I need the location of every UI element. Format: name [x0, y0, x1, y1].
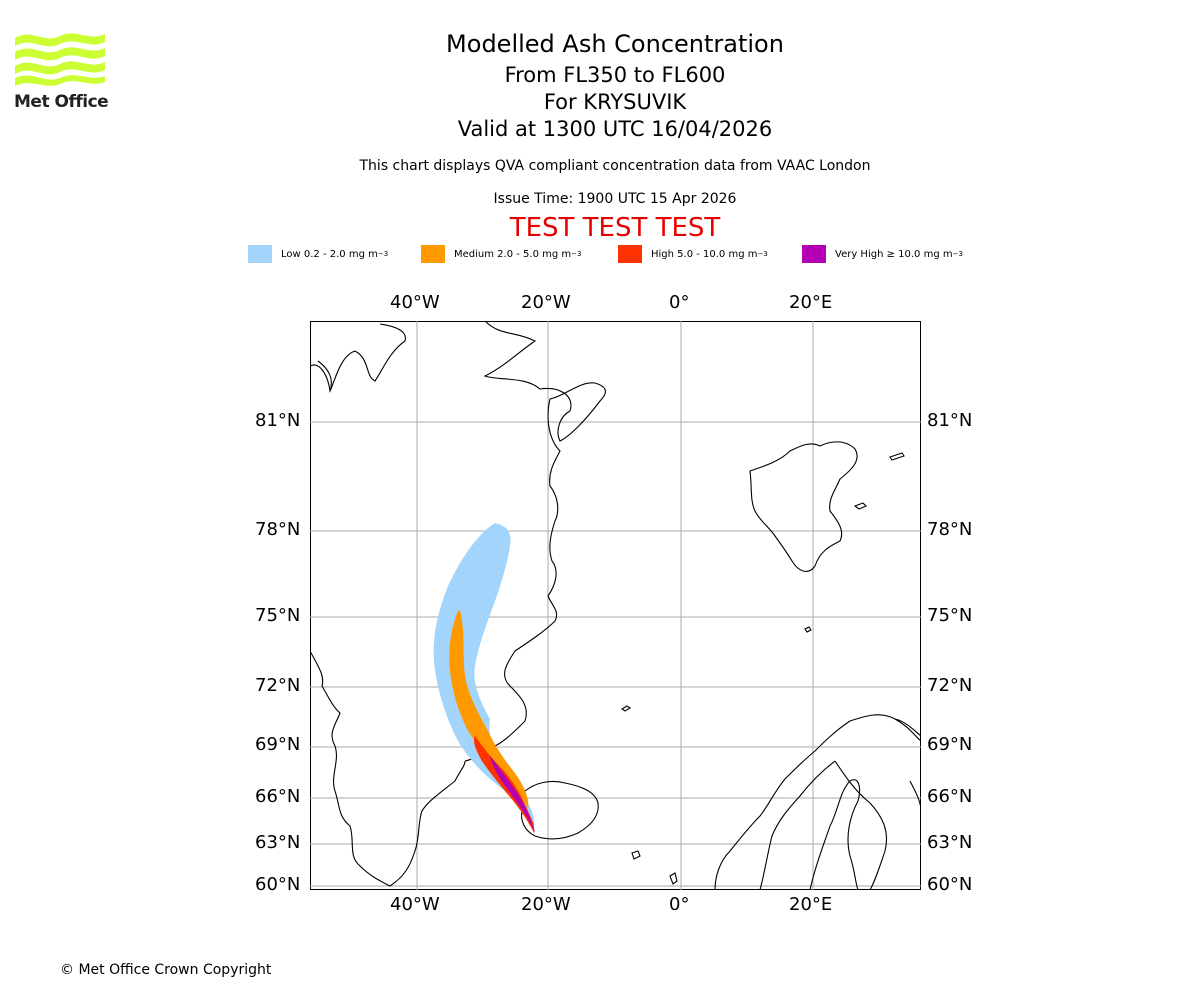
logo-waves-icon [15, 33, 105, 86]
lat-label-left-66: 66°N [255, 786, 301, 807]
legend-swatch-low [248, 245, 272, 263]
greenland-coast-west [310, 650, 466, 887]
lat-label-right-66: 66°N [927, 786, 973, 807]
arctic-islands [310, 360, 332, 392]
lat-label-left-78: 78°N [255, 519, 301, 540]
lon-label-bottom-3: 0° [669, 894, 690, 915]
legend-label-very-high: Very High ≥ 10.0 mg m [835, 248, 953, 260]
greenland-coast-north [310, 321, 606, 762]
lat-label-left-63: 63°N [255, 832, 301, 853]
faroe-islands [631, 850, 641, 860]
plume-low [433, 523, 535, 826]
title-line-1: Modelled Ash Concentration [446, 30, 784, 58]
lon-label-top-3: 0° [669, 292, 690, 313]
lat-label-left-81: 81°N [255, 410, 301, 431]
legend-item-medium: Medium 2.0 - 5.0 mg m −3 [421, 244, 581, 264]
lat-label-left-60: 60°N [255, 874, 301, 895]
lat-label-right-78: 78°N [927, 519, 973, 540]
title-line-2: From FL350 to FL600 [504, 63, 726, 87]
legend-item-very-high: Very High ≥ 10.0 mg m −3 [802, 244, 963, 264]
lat-label-right-72: 72°N [927, 675, 973, 696]
lat-label-left-72: 72°N [255, 675, 301, 696]
lat-label-left-75: 75°N [255, 605, 301, 626]
lon-label-bottom-4: 20°E [789, 894, 833, 915]
title-line-3: For KRYSUVIK [543, 90, 687, 114]
svalbard-east-island [889, 452, 905, 461]
issue-time: Issue Time: 1900 UTC 15 Apr 2026 [493, 191, 737, 207]
ash-map [310, 321, 921, 890]
legend-item-high: High 5.0 - 10.0 mg m −3 [618, 244, 768, 264]
lon-label-top-2: 20°W [521, 292, 571, 313]
lat-label-left-69: 69°N [255, 734, 301, 755]
lat-label-right-69: 69°N [927, 734, 973, 755]
legend-label-high: High 5.0 - 10.0 mg m [651, 248, 758, 260]
legend-item-low: Low 0.2 - 2.0 mg m −3 [248, 244, 388, 264]
jan-mayen [620, 705, 632, 712]
lat-label-right-60: 60°N [927, 874, 973, 895]
svalbard-coast [749, 441, 858, 572]
shetland [669, 872, 678, 885]
met-office-logo: Met Office [14, 30, 109, 114]
ash-plume [433, 523, 536, 833]
sweden-border [759, 760, 836, 890]
lat-label-right-81: 81°N [927, 410, 973, 431]
kvitoya [853, 502, 867, 510]
finland-border [834, 760, 888, 890]
gulf-of-bothnia [809, 779, 861, 890]
test-banner: TEST TEST TEST [509, 213, 721, 243]
title-line-4: Valid at 1300 UTC 16/04/2026 [457, 117, 773, 141]
bear-island [804, 626, 812, 633]
copyright-notice: © Met Office Crown Copyright [60, 962, 272, 978]
legend-label-low: Low 0.2 - 2.0 mg m [281, 248, 378, 260]
plume-medium [449, 610, 529, 809]
subtitle: This chart displays QVA compliant concen… [359, 158, 871, 174]
coastlines [310, 321, 921, 890]
plume-high [473, 736, 535, 833]
lon-label-top-1: 40°W [390, 292, 440, 313]
legend-swatch-very-high [802, 245, 826, 263]
lon-label-bottom-2: 20°W [521, 894, 571, 915]
lat-label-right-75: 75°N [927, 605, 973, 626]
logo-text: Met Office [14, 92, 109, 112]
lon-label-bottom-1: 40°W [390, 894, 440, 915]
legend-swatch-high [618, 245, 642, 263]
lon-label-top-4: 20°E [789, 292, 833, 313]
map-gridlines [310, 321, 921, 890]
map-frame [310, 321, 921, 890]
plume-very-high [490, 756, 536, 833]
lat-label-right-63: 63°N [927, 832, 973, 853]
norway-coast [714, 714, 921, 890]
legend-swatch-medium [421, 245, 445, 263]
kola-coast [894, 718, 921, 812]
legend-label-medium: Medium 2.0 - 5.0 mg m [454, 248, 572, 260]
